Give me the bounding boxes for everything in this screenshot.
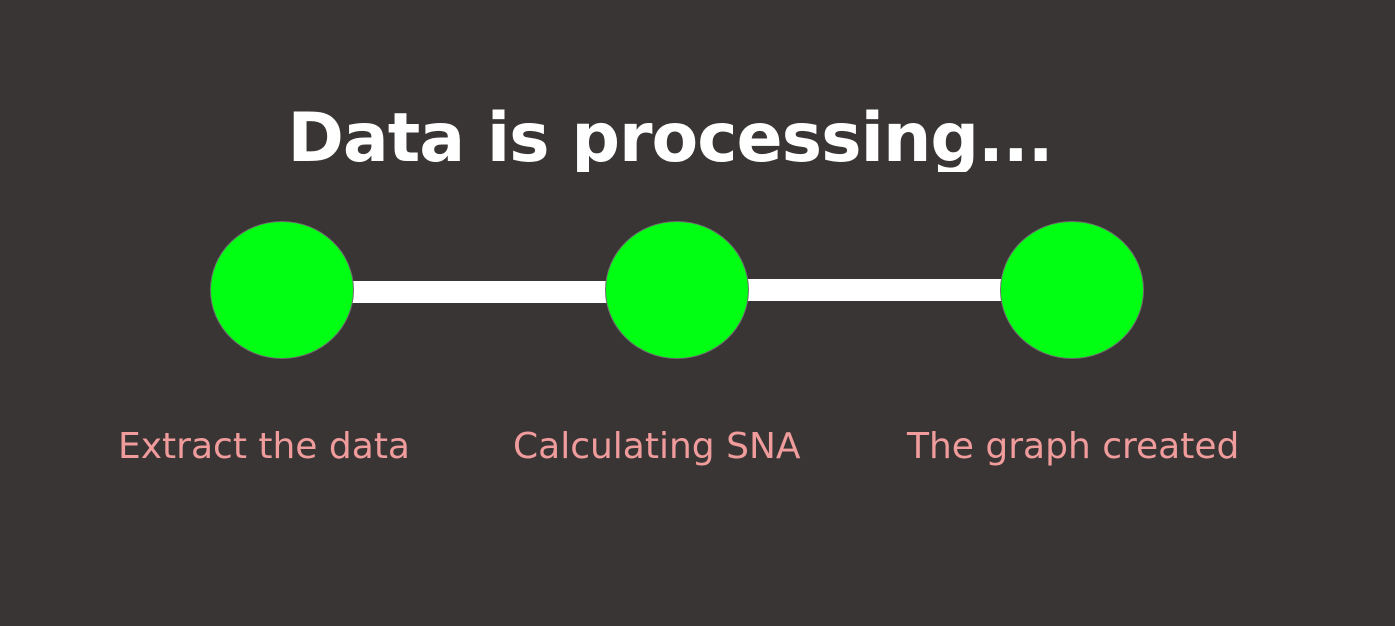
step-label-extract: Extract the data [118,426,410,467]
step-label-graph: The graph created [907,426,1240,467]
step-label-calculating: Calculating SNA [513,426,801,467]
page-title: Data is processing... [287,98,1053,172]
step-connector-2 [745,279,1003,301]
step-indicator-graph [1000,221,1144,359]
step-indicator-calculating [605,221,749,359]
step-connector-1 [350,281,608,303]
step-indicator-extract [210,221,354,359]
